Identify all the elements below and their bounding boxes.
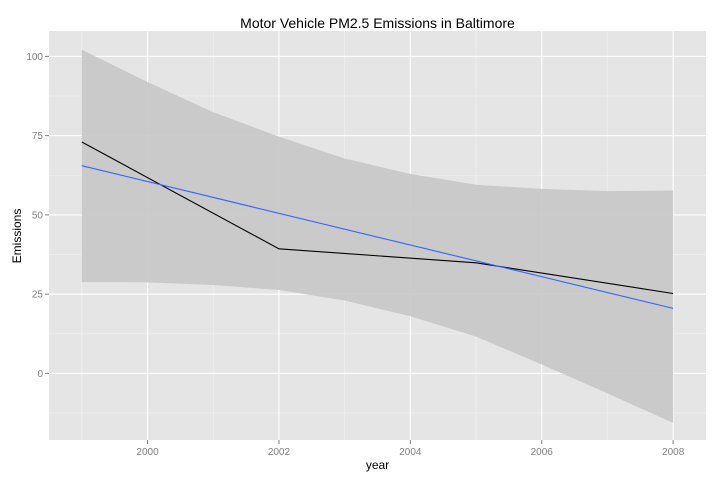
y-tick-label: 100 [26, 52, 43, 63]
x-tick-label: 2008 [662, 447, 685, 458]
confidence-band [81, 49, 674, 423]
fit-line [81, 165, 674, 309]
confidence-band-layer [81, 49, 674, 423]
x-axis: 2000 2002 2004 2006 2008 [136, 440, 685, 458]
x-tick-label: 2002 [268, 447, 291, 458]
series-layer [81, 141, 674, 309]
chart-title: Motor Vehicle PM2.5 Emissions in Baltimo… [240, 15, 515, 31]
y-tick-label: 75 [32, 131, 44, 142]
y-axis-title: Emissions [10, 209, 24, 264]
x-tick-label: 2004 [399, 447, 422, 458]
y-tick-label: 0 [37, 369, 43, 380]
y-tick-label: 50 [32, 210, 44, 221]
x-tick-label: 2000 [136, 447, 159, 458]
x-axis-title: year [366, 458, 389, 472]
observed-line [81, 141, 674, 295]
y-tick-label: 25 [32, 290, 44, 301]
x-tick-label: 2006 [531, 447, 554, 458]
y-axis: 0 25 50 75 100 [26, 52, 49, 380]
